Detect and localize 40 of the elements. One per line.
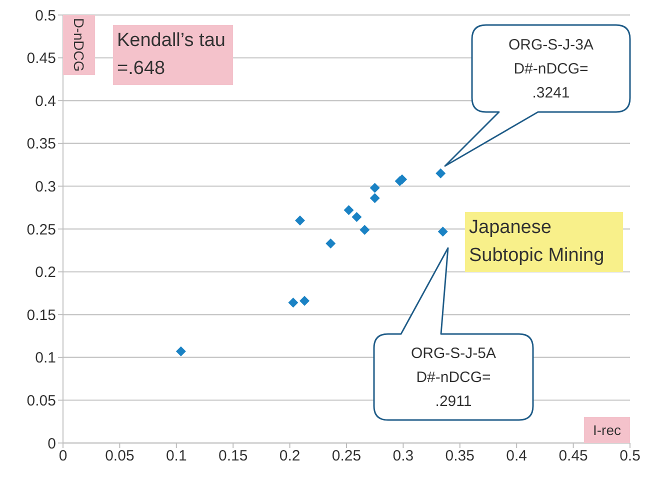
y-tick-label: 0.2 [35,264,56,282]
y-tick-label: 0.15 [26,306,56,324]
y-axis-title: D-nDCG [71,18,87,72]
x-tick-label: 0.45 [558,448,588,465]
y-tick-label: 0.3 [35,178,56,196]
x-tick-label: 0.25 [332,448,362,465]
x-tick-label: 0 [58,448,68,465]
point [352,212,362,222]
x-tick-label: 0.05 [105,448,134,465]
point [344,205,354,216]
x-tick-label: 0.5 [620,448,640,465]
y-tick-label: 0.5 [35,7,56,24]
x-tick-label: 0.3 [392,448,414,465]
point [288,298,298,308]
point [370,193,380,204]
y-tick-label: 0.45 [26,50,56,68]
x-tick-label: 0.4 [506,448,528,465]
y-tick-label: 0.4 [35,92,56,110]
point [360,224,370,235]
y-tick-label: 0.25 [26,221,56,238]
y-tick-label: 0.1 [35,350,56,367]
annotation: ORG-S-J-5A D#-nDCG= .2911 [410,345,496,410]
y-tick-label: 0.35 [26,136,56,153]
x-tick-label: 0.15 [218,448,248,465]
point [295,215,306,226]
x-tick-label: 0.2 [279,448,300,465]
y-tick-label: 0 [48,435,56,452]
annotation: Kendall’s tau =.648 [113,25,233,85]
x-tick-label: 0.35 [445,448,474,465]
annotation: Japanese Subtopic Mining [465,212,623,272]
x-axis-title: I-rec [584,417,630,443]
point [370,182,380,193]
point [438,226,448,237]
annotation: ORG-S-J-3A D#-nDCG= .3241 [508,36,594,102]
point [176,346,186,356]
point [436,168,446,178]
point [300,296,310,306]
point [326,238,336,249]
y-tick-label: 0.05 [26,392,56,410]
x-tick-label: 0.1 [166,448,187,465]
